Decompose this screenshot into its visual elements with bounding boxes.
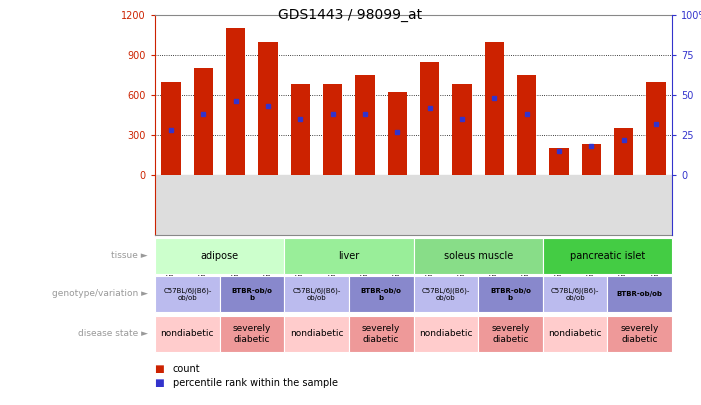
- Text: C57BL/6J(B6)-
ob/ob: C57BL/6J(B6)- ob/ob: [292, 287, 341, 301]
- Text: adipose: adipose: [200, 251, 238, 261]
- Text: C57BL/6J(B6)-
ob/ob: C57BL/6J(B6)- ob/ob: [163, 287, 212, 301]
- Text: BTBR-ob/o
b: BTBR-ob/o b: [490, 288, 531, 301]
- Text: BTBR-ob/o
b: BTBR-ob/o b: [231, 288, 273, 301]
- Text: nondiabetic: nondiabetic: [548, 330, 602, 339]
- Text: nondiabetic: nondiabetic: [290, 330, 343, 339]
- Bar: [484, 42, 504, 175]
- Text: nondiabetic: nondiabetic: [419, 330, 472, 339]
- Text: liver: liver: [339, 251, 360, 261]
- Bar: [414, 238, 543, 274]
- Text: tissue ►: tissue ►: [111, 252, 148, 260]
- Bar: [155, 175, 672, 235]
- Text: C57BL/6J(B6)-
ob/ob: C57BL/6J(B6)- ob/ob: [421, 287, 470, 301]
- Text: BTBR-ob/ob: BTBR-ob/ob: [617, 291, 662, 297]
- Bar: [452, 84, 472, 175]
- Text: disease state ►: disease state ►: [78, 330, 148, 339]
- Bar: [543, 316, 607, 352]
- Text: GDS1443 / 98099_at: GDS1443 / 98099_at: [278, 8, 423, 22]
- Bar: [549, 148, 569, 175]
- Bar: [414, 276, 478, 312]
- Bar: [349, 276, 414, 312]
- Text: severely
diabetic: severely diabetic: [491, 324, 530, 344]
- Bar: [291, 84, 310, 175]
- Bar: [478, 316, 543, 352]
- Bar: [219, 316, 284, 352]
- Text: percentile rank within the sample: percentile rank within the sample: [172, 378, 337, 388]
- Text: severely
diabetic: severely diabetic: [620, 324, 659, 344]
- Bar: [155, 316, 219, 352]
- Bar: [349, 316, 414, 352]
- Bar: [646, 82, 665, 175]
- Bar: [607, 276, 672, 312]
- Bar: [582, 144, 601, 175]
- Bar: [323, 84, 342, 175]
- Bar: [161, 82, 181, 175]
- Text: BTBR-ob/o
b: BTBR-ob/o b: [361, 288, 402, 301]
- Bar: [284, 276, 349, 312]
- Bar: [155, 238, 284, 274]
- Text: ■: ■: [155, 364, 168, 374]
- Text: severely
diabetic: severely diabetic: [233, 324, 271, 344]
- Bar: [543, 238, 672, 274]
- Bar: [259, 42, 278, 175]
- Text: genotype/variation ►: genotype/variation ►: [52, 290, 148, 298]
- Bar: [614, 128, 633, 175]
- Bar: [420, 62, 440, 175]
- Text: severely
diabetic: severely diabetic: [362, 324, 400, 344]
- Bar: [355, 75, 375, 175]
- Bar: [284, 238, 414, 274]
- Bar: [607, 316, 672, 352]
- Bar: [155, 276, 219, 312]
- Bar: [388, 92, 407, 175]
- Bar: [517, 75, 536, 175]
- Text: pancreatic islet: pancreatic islet: [570, 251, 645, 261]
- Text: ■: ■: [155, 378, 168, 388]
- Bar: [414, 316, 478, 352]
- Text: nondiabetic: nondiabetic: [161, 330, 214, 339]
- Bar: [226, 28, 245, 175]
- Bar: [284, 316, 349, 352]
- Bar: [193, 68, 213, 175]
- Bar: [478, 276, 543, 312]
- Text: C57BL/6J(B6)-
ob/ob: C57BL/6J(B6)- ob/ob: [551, 287, 599, 301]
- Text: soleus muscle: soleus muscle: [444, 251, 512, 261]
- Bar: [219, 276, 284, 312]
- Bar: [543, 276, 607, 312]
- Text: count: count: [172, 364, 200, 374]
